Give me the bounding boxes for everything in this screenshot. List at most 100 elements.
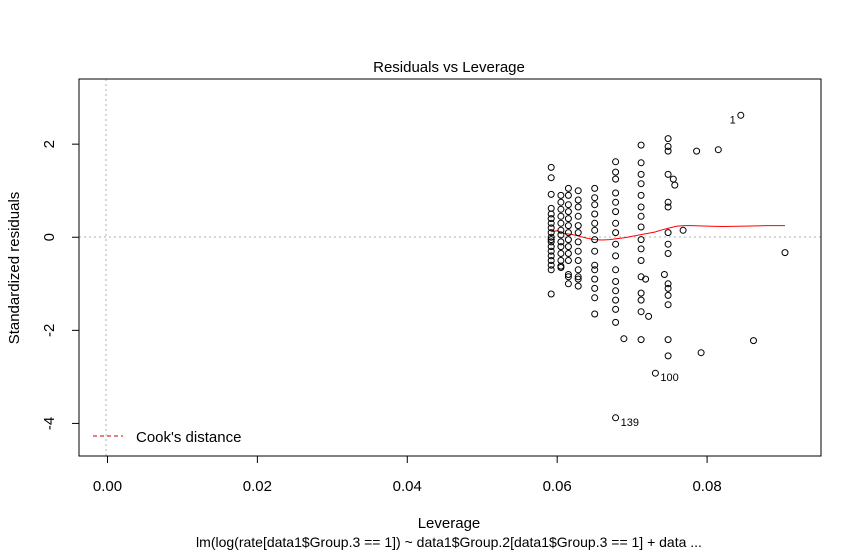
data-point [693, 147, 701, 155]
data-point [664, 198, 672, 206]
data-point [557, 219, 565, 227]
x-axis-label: Leverage [418, 515, 481, 532]
data-point [612, 219, 620, 227]
data-point [612, 175, 620, 183]
data-point [664, 336, 672, 344]
data-point [564, 250, 572, 257]
data-point [591, 261, 599, 269]
x-tick-label: 0.08 [692, 478, 721, 495]
data-point [664, 240, 672, 248]
data-point [679, 226, 687, 234]
plot-frame [78, 78, 822, 457]
data-point [557, 264, 565, 271]
y-tick-label: -2 [41, 324, 58, 337]
data-point [591, 219, 599, 227]
data-point [612, 252, 620, 260]
data-point [591, 184, 599, 192]
data-point [564, 191, 572, 199]
point-label: 1 [730, 114, 736, 126]
data-point [564, 201, 572, 209]
y-axis-label: Standardized residuals [6, 192, 23, 345]
data-point [591, 310, 599, 318]
data-point [574, 203, 582, 211]
data-point [651, 369, 659, 377]
data-point [574, 247, 582, 255]
data-point [557, 212, 565, 220]
data-point [591, 294, 599, 302]
data-point [664, 284, 672, 292]
data-point [564, 236, 572, 244]
data-point [612, 189, 620, 197]
data-point [547, 210, 555, 218]
data-point [547, 174, 555, 182]
data-point [664, 135, 672, 143]
data-point [564, 184, 572, 192]
data-point [612, 414, 620, 422]
data-point [664, 147, 672, 155]
data-point [591, 266, 599, 274]
model-subtitle: lm(log(rate[data1$Group.3 == 1]) ~ data1… [196, 534, 702, 550]
data-point [574, 282, 582, 290]
data-point [557, 250, 565, 257]
data-point [564, 222, 572, 230]
data-point [574, 187, 582, 195]
data-point [547, 229, 555, 237]
data-point [781, 249, 789, 257]
data-point [637, 289, 645, 297]
point-label: 139 [621, 417, 639, 429]
point-label: 100 [660, 372, 678, 384]
data-point [547, 266, 555, 274]
data-point [591, 236, 599, 244]
data-point [547, 252, 555, 260]
data-point [637, 245, 645, 253]
data-point [664, 143, 672, 150]
data-point [557, 226, 565, 234]
data-point [637, 236, 645, 244]
y-tick-label: -4 [41, 417, 58, 430]
data-point [612, 158, 620, 166]
data-point [612, 266, 620, 274]
data-point [750, 337, 757, 345]
data-point [671, 181, 679, 189]
data-point [557, 231, 565, 239]
x-tick-label: 0.02 [243, 478, 272, 495]
data-point [564, 215, 572, 223]
data-point [574, 273, 582, 281]
data-point [637, 170, 645, 178]
data-point [620, 335, 628, 343]
data-point [637, 223, 645, 231]
data-point [591, 284, 599, 292]
data-point [637, 308, 645, 316]
data-point [547, 238, 555, 246]
legend: Cook's distance [93, 429, 241, 446]
data-point [664, 229, 672, 237]
data-point [612, 318, 620, 326]
data-point [574, 266, 582, 274]
data-point [564, 229, 572, 237]
data-point [591, 226, 599, 234]
data-point [664, 250, 672, 257]
data-point [637, 180, 645, 188]
y-tick-label: 0 [41, 233, 58, 241]
data-point [637, 141, 645, 149]
annotation-layer: 1 100 139 [621, 114, 736, 429]
data-point [547, 243, 555, 251]
data-point [564, 273, 572, 281]
data-point [637, 336, 645, 344]
data-point [669, 175, 677, 183]
data-point [612, 229, 620, 237]
data-point [574, 222, 582, 230]
data-point [664, 301, 672, 309]
data-point [714, 146, 722, 154]
data-point [557, 191, 565, 199]
x-axis: 0.00 0.02 0.04 0.06 0.08 [93, 455, 722, 495]
data-point [547, 163, 555, 171]
data-point [547, 190, 555, 198]
data-point [547, 257, 555, 264]
data-point [557, 198, 565, 206]
y-axis: -4 -2 0 2 [41, 140, 80, 430]
data-point [737, 111, 745, 119]
data-point [564, 271, 572, 278]
data-point [612, 296, 620, 304]
